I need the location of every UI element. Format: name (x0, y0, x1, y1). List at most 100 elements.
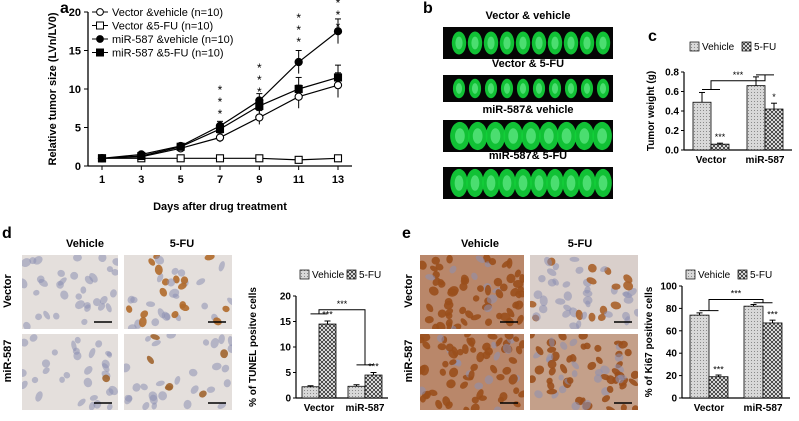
y-tick-label: 5 (285, 368, 291, 379)
cell-nucleus (484, 375, 494, 385)
tumor-highlight (567, 83, 575, 94)
significance-star: * (772, 92, 776, 102)
x-tick-label: Vector (694, 403, 725, 414)
cell-nucleus (578, 334, 588, 340)
cell-nucleus (506, 273, 516, 284)
cell-nucleus (171, 267, 179, 275)
comparison-bracket (318, 309, 366, 365)
significance-star: *** (733, 70, 744, 80)
cell-nucleus (477, 285, 484, 292)
cell-nucleus (88, 348, 96, 359)
cell-nucleus (420, 386, 426, 395)
cell-nucleus (563, 304, 572, 312)
cell-nucleus (420, 260, 427, 270)
cell-nucleus (555, 298, 566, 305)
cell-nucleus (449, 367, 459, 378)
cell-nucleus (158, 391, 168, 401)
cell-nucleus (451, 346, 459, 357)
tumor-label-vector-5fu: Vector & 5-FU (491, 58, 565, 70)
cell-nucleus (145, 335, 151, 342)
d-row-title-mir587: miR-587 (2, 339, 14, 383)
y-tick-label: 0 (671, 394, 677, 405)
cell-nucleus (81, 318, 88, 326)
cell-nucleus (610, 301, 622, 310)
cell-nucleus (218, 261, 225, 272)
cell-nucleus (155, 380, 165, 387)
bar (708, 376, 729, 399)
cell-nucleus (623, 274, 633, 284)
cell-nucleus (23, 321, 31, 329)
data-point (294, 84, 303, 94)
cell-nucleus (460, 381, 468, 389)
cell-nucleus (180, 276, 189, 284)
cell-nucleus (22, 380, 28, 390)
legend-label: 5-FU (754, 42, 776, 53)
cell-nucleus (145, 301, 156, 307)
cell-nucleus (476, 351, 485, 363)
tumor-row-vector-vehicle (443, 27, 613, 59)
cell-nucleus (102, 363, 110, 373)
cell-nucleus (95, 340, 103, 348)
cell-nucleus (496, 374, 505, 381)
cell-nucleus (508, 374, 518, 385)
cell-nucleus (99, 295, 108, 305)
cell-nucleus (102, 374, 110, 383)
e-col-title-5fu: 5-FU (567, 238, 593, 250)
cell-nucleus (218, 334, 225, 345)
cell-nucleus (594, 369, 603, 376)
x-tick-label: 9 (256, 174, 262, 186)
cell-nucleus (132, 383, 141, 392)
y-axis-label: % of TUNEL positve cells (248, 287, 259, 407)
cell-nucleus (31, 376, 39, 384)
tumor-label-mir587-vehicle: miR-587& vehicle (482, 104, 574, 116)
e-row-title-mir587: miR-587 (403, 339, 415, 383)
tumor-row-vector-5fu (443, 75, 613, 102)
cell-nucleus (517, 285, 524, 293)
tumor-highlight (472, 128, 483, 144)
cell-nucleus (558, 374, 564, 381)
panel-letter-d: d (2, 225, 12, 242)
y-tick-label: 0.6 (665, 87, 679, 98)
e-row-title-vector: Vector (403, 274, 415, 308)
cell-nucleus (420, 395, 426, 403)
cell-nucleus (470, 314, 482, 321)
cell-nucleus (148, 258, 156, 266)
y-tick-label: 0.0 (665, 146, 679, 157)
d-col-title-5fu: 5-FU (169, 238, 195, 250)
cell-nucleus (35, 313, 43, 321)
cell-nucleus (587, 263, 597, 273)
cell-nucleus (569, 338, 578, 347)
cell-nucleus (493, 277, 503, 287)
cell-nucleus (426, 303, 434, 313)
cell-nucleus (98, 255, 107, 263)
cell-nucleus (478, 395, 487, 401)
cell-nucleus (513, 387, 520, 395)
cell-nucleus (75, 300, 85, 310)
cell-nucleus (75, 293, 82, 300)
cell-nucleus (449, 359, 457, 366)
cell-nucleus (534, 390, 543, 399)
significance-star: * (296, 23, 301, 37)
cell-nucleus (516, 314, 524, 325)
d-col-title-vehicle: Vehicle (66, 238, 104, 250)
cell-nucleus (188, 368, 198, 377)
cell-nucleus (552, 263, 560, 271)
cell-nucleus (502, 343, 512, 354)
tumor-weight-chart: 0.0 0.2 0.4 0.6 0.8 Tumor weight (g) Vector miR… (646, 41, 792, 166)
data-point (215, 133, 225, 142)
tumor-highlight (598, 175, 608, 191)
bar (318, 323, 337, 399)
cell-nucleus (459, 282, 468, 291)
cell-nucleus (575, 320, 582, 329)
cell-nucleus (22, 338, 29, 347)
cell-nucleus (495, 289, 504, 299)
data-point (333, 81, 343, 90)
x-tick-label: 11 (293, 174, 305, 186)
tumor-highlight (519, 36, 527, 50)
legend-label: 5-FU (359, 270, 381, 281)
cell-nucleus (51, 349, 58, 356)
cell-nucleus (204, 255, 215, 261)
y-tick-label: 5 (75, 123, 81, 135)
cell-nucleus (468, 337, 476, 346)
cell-nucleus (106, 266, 114, 273)
